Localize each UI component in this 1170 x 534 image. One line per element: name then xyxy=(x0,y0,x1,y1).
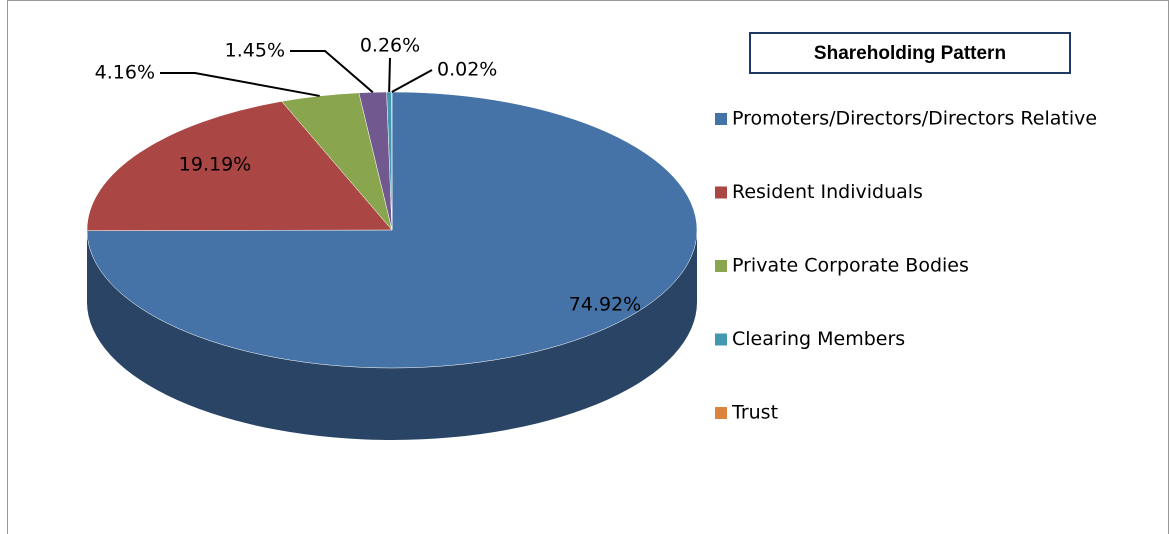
data-label: 19.19% xyxy=(179,154,251,176)
legend-swatch xyxy=(715,113,727,125)
legend-swatch xyxy=(715,260,727,272)
data-label: 0.26% xyxy=(360,35,420,57)
leader-line xyxy=(290,50,374,94)
legend-label: Private Corporate Bodies xyxy=(732,255,969,277)
data-label: 0.02% xyxy=(437,59,497,81)
leader-line xyxy=(388,57,391,93)
legend-label: Resident Individuals xyxy=(732,181,923,203)
slice xyxy=(86,101,393,231)
legend-label: Trust xyxy=(731,402,778,424)
data-label: 74.92% xyxy=(569,294,641,316)
legend-label: Promoters/Directors/Directors Relative xyxy=(732,108,1097,130)
leader-line xyxy=(391,69,433,93)
title-box xyxy=(749,32,1071,74)
legend-swatch xyxy=(715,407,727,419)
legend-label: Clearing Members xyxy=(732,328,905,350)
legend-swatch xyxy=(715,186,727,199)
chart-title: Shareholding Pattern xyxy=(814,43,1006,64)
slice-side xyxy=(87,230,698,440)
legend-swatch xyxy=(715,333,727,346)
data-label: 1.45% xyxy=(225,40,285,62)
data-label: 4.16% xyxy=(95,62,155,84)
leader-line xyxy=(160,72,320,97)
